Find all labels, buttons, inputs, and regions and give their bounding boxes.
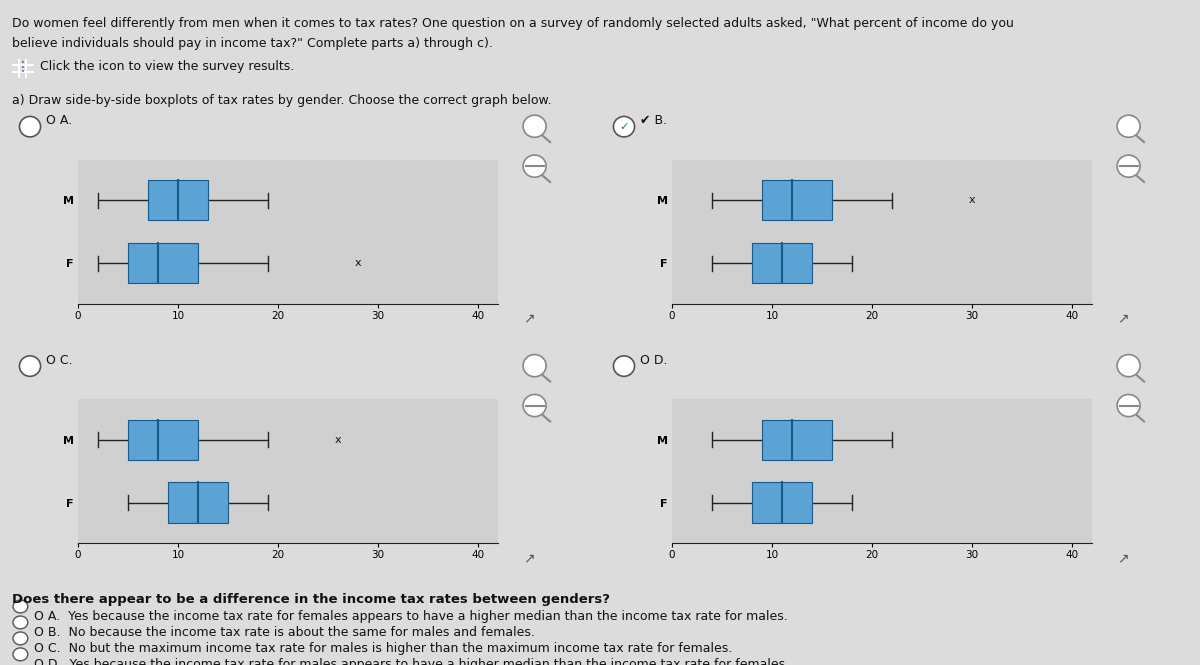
Bar bbox=[762, 180, 832, 221]
Text: O D.  Yes because the income tax rate for males appears to have a higher median : O D. Yes because the income tax rate for… bbox=[34, 658, 788, 665]
Text: ↗: ↗ bbox=[1117, 551, 1129, 565]
Bar bbox=[128, 420, 198, 460]
Bar bbox=[148, 180, 208, 221]
Bar bbox=[168, 482, 228, 523]
Text: ✓: ✓ bbox=[619, 122, 629, 132]
Bar bbox=[752, 482, 812, 523]
Circle shape bbox=[523, 354, 546, 376]
Circle shape bbox=[1117, 354, 1140, 376]
Text: ⋮: ⋮ bbox=[16, 60, 30, 74]
Circle shape bbox=[19, 116, 41, 137]
Circle shape bbox=[13, 616, 28, 629]
Bar bbox=[128, 243, 198, 283]
Circle shape bbox=[523, 155, 546, 177]
Text: Click the icon to view the survey results.: Click the icon to view the survey result… bbox=[40, 60, 294, 73]
Text: Do women feel differently from men when it comes to tax rates? One question on a: Do women feel differently from men when … bbox=[12, 17, 1014, 30]
Text: ↗: ↗ bbox=[1117, 311, 1129, 326]
Text: ↗: ↗ bbox=[523, 551, 535, 565]
Text: O A.  Yes because the income tax rate for females appears to have a higher media: O A. Yes because the income tax rate for… bbox=[34, 610, 787, 624]
Text: Does there appear to be a difference in the income tax rates between genders?: Does there appear to be a difference in … bbox=[12, 593, 610, 606]
Text: O A.: O A. bbox=[46, 114, 72, 128]
Text: O C.  No but the maximum income tax rate for males is higher than the maximum in: O C. No but the maximum income tax rate … bbox=[34, 642, 732, 656]
Circle shape bbox=[523, 394, 546, 416]
Text: O D.: O D. bbox=[640, 354, 667, 367]
Circle shape bbox=[1117, 115, 1140, 137]
Text: O B.  No because the income tax rate is about the same for males and females.: O B. No because the income tax rate is a… bbox=[34, 626, 534, 640]
Text: x: x bbox=[355, 258, 361, 268]
Bar bbox=[752, 243, 812, 283]
Circle shape bbox=[13, 648, 28, 661]
Text: x: x bbox=[968, 196, 976, 205]
Text: believe individuals should pay in income tax?" Complete parts a) through c).: believe individuals should pay in income… bbox=[12, 37, 493, 50]
Circle shape bbox=[19, 356, 41, 376]
Text: ↗: ↗ bbox=[523, 311, 535, 326]
Text: a) Draw side-by-side boxplots of tax rates by gender. Choose the correct graph b: a) Draw side-by-side boxplots of tax rat… bbox=[12, 94, 552, 108]
Circle shape bbox=[13, 632, 28, 645]
Circle shape bbox=[1117, 394, 1140, 416]
Circle shape bbox=[13, 600, 28, 613]
Text: ✔ B.: ✔ B. bbox=[640, 114, 667, 128]
Text: x: x bbox=[335, 435, 341, 445]
Text: O C.: O C. bbox=[46, 354, 72, 367]
Circle shape bbox=[523, 115, 546, 137]
Circle shape bbox=[613, 116, 635, 137]
Circle shape bbox=[613, 356, 635, 376]
Bar bbox=[762, 420, 832, 460]
Circle shape bbox=[1117, 155, 1140, 177]
